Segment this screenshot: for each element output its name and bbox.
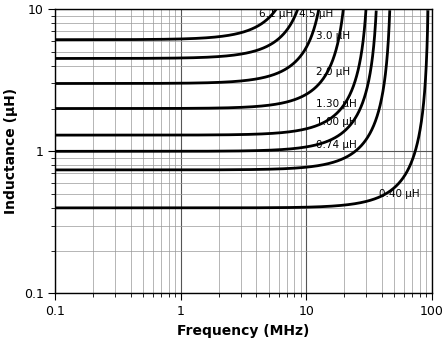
Text: 3.0 μH: 3.0 μH: [316, 31, 350, 41]
X-axis label: Frequency (MHz): Frequency (MHz): [177, 324, 310, 338]
Text: 2.0 μH: 2.0 μH: [316, 67, 350, 77]
Text: 0.40 μH: 0.40 μH: [379, 189, 420, 199]
Text: 6.1 μH: 6.1 μH: [259, 9, 293, 19]
Text: 1.30 μH: 1.30 μH: [316, 99, 357, 109]
Text: 4.5 μH: 4.5 μH: [299, 9, 334, 19]
Text: 0.74 μH: 0.74 μH: [316, 141, 357, 150]
Text: 1.00 μH: 1.00 μH: [316, 117, 357, 127]
Y-axis label: Inductance (μH): Inductance (μH): [4, 88, 18, 214]
